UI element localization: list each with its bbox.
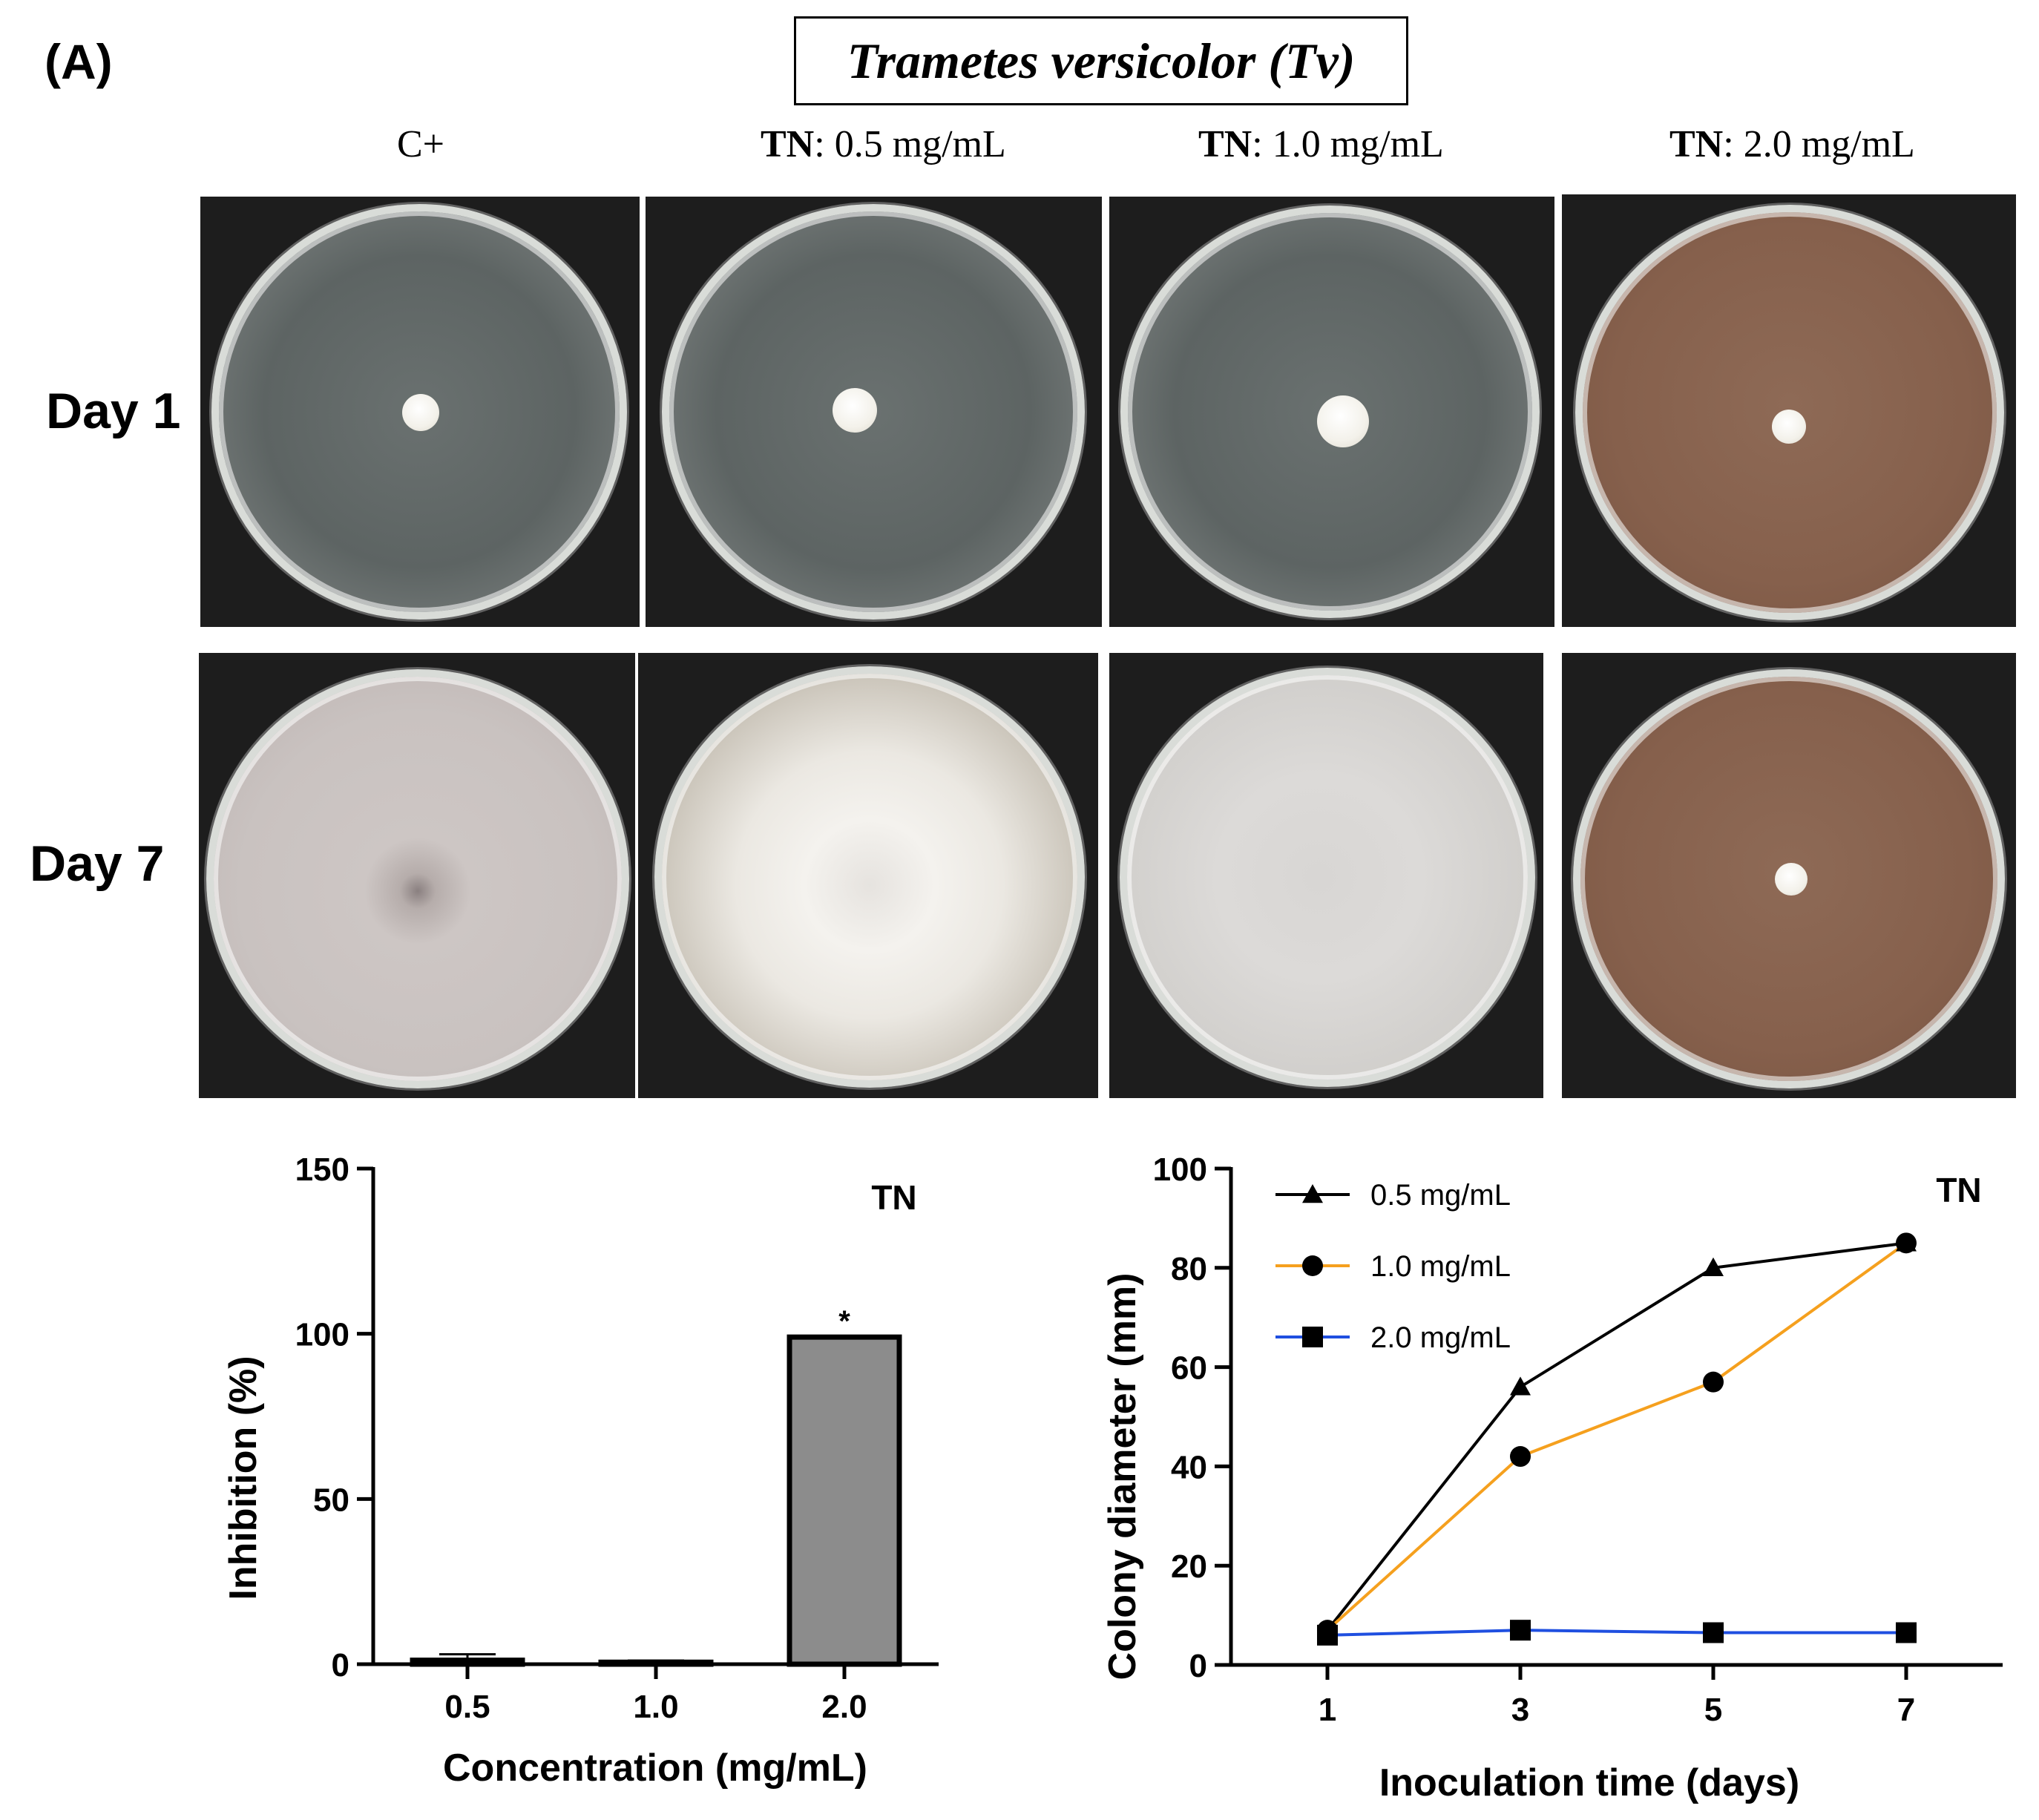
line-x-axis-label: Inoculation time (days) [1379, 1761, 1799, 1804]
column-label-control: C+ [397, 123, 445, 165]
petri-dish [206, 669, 629, 1088]
bar-x-axis-label: Concentration (mg/mL) [443, 1747, 867, 1790]
data-point [1703, 1371, 1724, 1393]
row-label-day-1: Day 1 [46, 383, 181, 439]
data-point [1317, 1624, 1338, 1646]
photo-day1-control [200, 197, 640, 627]
line-y-tick-label: 60 [1171, 1350, 1207, 1387]
figure-title: Trametes versicolor (Tv) [847, 32, 1356, 89]
line-tag: TN [1936, 1171, 1981, 1209]
line-x-tick-label: 7 [1897, 1692, 1915, 1728]
data-point [1896, 1232, 1917, 1254]
bar-x-tick-label: 2.0 [821, 1689, 867, 1725]
line-x-tick-label: 1 [1319, 1692, 1336, 1728]
bar-y-axis-label: Inhibition (%) [222, 1356, 265, 1600]
petri-dish [654, 666, 1085, 1088]
data-point [1703, 1622, 1724, 1643]
legend-label: 2.0 mg/mL [1370, 1321, 1511, 1354]
series-line [1327, 1629, 1906, 1637]
bar-tag: TN [871, 1178, 916, 1217]
line-y-axis-label: Colony diameter (mm) [1101, 1273, 1144, 1681]
petri-dish [1120, 668, 1535, 1087]
line-x-tick-label: 5 [1704, 1692, 1722, 1728]
panel-label: (A) [45, 34, 113, 89]
bar [787, 1334, 902, 1667]
line-x-tick-label: 3 [1511, 1692, 1529, 1728]
title-box: Trametes versicolor (Tv) [794, 16, 1408, 105]
legend-marker [1302, 1327, 1323, 1347]
fungal-plug [1772, 410, 1806, 444]
photo-day1-0-5 [646, 197, 1102, 627]
legend-marker [1302, 1184, 1323, 1203]
photo-day1-2-0 [1562, 194, 2016, 627]
line-y-tick-label: 80 [1171, 1251, 1207, 1287]
bar-x-tick-label: 0.5 [444, 1689, 490, 1725]
legend-label: 1.0 mg/mL [1370, 1250, 1511, 1283]
fungal-plug [1317, 395, 1369, 447]
fungal-plug [833, 388, 877, 433]
series-line [1326, 1241, 1907, 1632]
photo-day1-1-0 [1109, 197, 1554, 627]
data-point [1510, 1620, 1531, 1641]
photo-day7-control [199, 653, 635, 1098]
legend-label: 0.5 mg/mL [1370, 1179, 1511, 1212]
line-y-tick-label: 40 [1171, 1449, 1207, 1485]
data-point [1510, 1376, 1531, 1396]
inhibition-bar-chart: 0 50 100 150 0.5 1.0 * 2.0 TN Concentration (mg… [222, 1152, 939, 1790]
column-label-1-0: TN: 1.0 mg/mL [1198, 123, 1444, 165]
line-y-tick-label: 100 [1153, 1152, 1207, 1188]
significance-marker: * [838, 1305, 850, 1338]
bar-x-tick-label: 1.0 [633, 1689, 678, 1725]
colony-diameter-line-chart: 0 20 40 60 80 100 1 3 5 7 0.5 mg/mL 1.0 mg/mL 2.0 mg… [1101, 1152, 2003, 1804]
series-line [1326, 1241, 1908, 1632]
fungal-plug [402, 394, 439, 431]
bar [410, 1658, 525, 1667]
line-y-tick-label: 20 [1171, 1548, 1207, 1585]
photo-day7-1-0 [1109, 653, 1543, 1098]
bar-y-tick-label: 0 [332, 1647, 349, 1683]
column-label-0-5: TN: 0.5 mg/mL [761, 123, 1006, 165]
line-y-tick-label: 0 [1189, 1648, 1207, 1684]
legend-marker [1302, 1255, 1323, 1276]
data-point [1703, 1257, 1724, 1276]
column-label-2-0: TN: 2.0 mg/mL [1669, 123, 1915, 165]
photo-day7-0-5 [638, 653, 1098, 1098]
bar [598, 1659, 714, 1667]
data-point [1896, 1622, 1917, 1643]
bar-y-tick-label: 100 [295, 1317, 349, 1353]
photo-day7-2-0 [1562, 653, 2016, 1098]
bar-y-tick-label: 50 [313, 1482, 349, 1518]
row-label-day-7: Day 7 [30, 835, 165, 892]
fungal-plug [1775, 863, 1807, 896]
bar-y-tick-label: 150 [295, 1152, 349, 1188]
data-point [1510, 1446, 1531, 1468]
